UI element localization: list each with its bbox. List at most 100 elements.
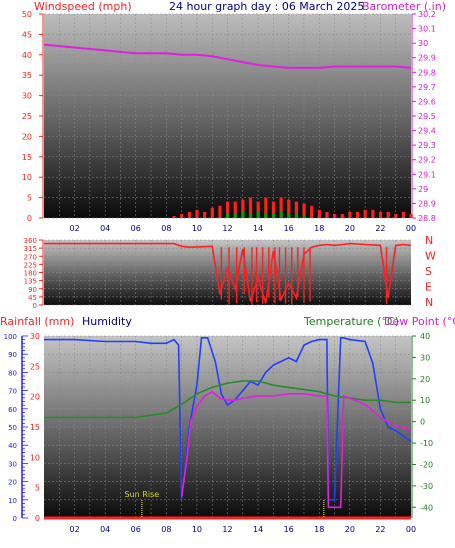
temperature-tick-label: 30 xyxy=(420,353,430,362)
gust-bar xyxy=(248,213,253,218)
wind-bar xyxy=(210,207,214,218)
humidity-tick-label: 40 xyxy=(8,442,17,450)
barometer-tick-label: 29.1 xyxy=(418,170,436,179)
wind-bar xyxy=(287,199,291,218)
wind-bar xyxy=(355,211,360,218)
wind-bar xyxy=(264,197,268,218)
gust-bar xyxy=(233,213,237,218)
wind-bar xyxy=(325,211,329,218)
compass-letter: W xyxy=(425,250,436,263)
humidity-line xyxy=(44,336,412,501)
direction-tick-label: 0 xyxy=(33,302,37,310)
sunrise-annotation: Sun Rise xyxy=(125,490,325,518)
dewpoint-line xyxy=(180,390,412,509)
humidity-tick-label: 0 xyxy=(13,515,17,523)
humidity-tick-label: 30 xyxy=(8,460,17,468)
chart-title: 24 hour graph day : 06 March 2025 xyxy=(169,0,364,13)
gust-bar xyxy=(294,213,299,218)
gust-bar xyxy=(226,213,230,218)
x-tick-label: 12 xyxy=(222,224,232,233)
wind-bar xyxy=(371,209,375,218)
barometer-tick-label: 29.7 xyxy=(418,83,436,92)
wind-bar xyxy=(302,203,306,218)
wind-bar xyxy=(226,201,230,218)
windspeed-tick-label: 40 xyxy=(22,51,32,60)
direction-tick-label: 360 xyxy=(24,237,37,245)
wind-bar xyxy=(386,211,390,218)
barometer-axis: 28.8 28.9 29 29.1 29.2 29.3 29.4 29.5 29.6 29.7 29… xyxy=(411,10,436,223)
gust-bar xyxy=(279,211,283,218)
x-tick-label: 00 xyxy=(406,525,416,534)
windspeed-axis: 0 5 10 15 20 25 30 35 40 45 50 xyxy=(22,10,44,223)
barometer-tick-label: 28.8 xyxy=(418,214,436,223)
dewpoint-axis-label: Dew Point (°C) xyxy=(384,315,455,328)
humidity-panel-x-axis: 02 04 06 08 10 12 14 16 18 20 22 00 xyxy=(69,525,416,534)
x-tick-label: 22 xyxy=(375,224,385,233)
x-tick-label: 06 xyxy=(131,224,141,233)
barometer-tick-label: 28.9 xyxy=(418,199,436,208)
x-tick-label: 12 xyxy=(222,525,232,534)
x-tick-label: 08 xyxy=(161,525,171,534)
barometer-tick-label: 29.2 xyxy=(418,156,436,165)
x-tick-label: 00 xyxy=(406,224,416,233)
rainfall-tick-label: 5 xyxy=(35,484,40,493)
temperature-axis-label: Temperature (°C) xyxy=(303,315,399,328)
temperature-tick-label: 0 xyxy=(420,418,425,427)
humidity-tick-label: 60 xyxy=(8,406,17,414)
gust-bar xyxy=(256,211,260,218)
barometer-tick-label: 29 xyxy=(418,185,428,194)
rainfall-tick-label: 25 xyxy=(30,362,40,371)
windspeed-axis-label: Windspeed (mph) xyxy=(34,0,132,13)
x-tick-label: 14 xyxy=(253,525,263,534)
direction-tick-label: 315 xyxy=(24,245,37,253)
barometer-axis-label: Barometer (.in) xyxy=(362,0,446,13)
x-tick-label: 18 xyxy=(314,224,324,233)
direction-line xyxy=(44,242,412,304)
wind-bar xyxy=(180,213,184,218)
wind-bar xyxy=(348,211,352,218)
gust-bar xyxy=(271,213,276,218)
barometer-tick-label: 30.2 xyxy=(418,10,436,19)
barometer-tick-label: 29.9 xyxy=(418,54,436,63)
x-tick-label: 02 xyxy=(69,525,79,534)
compass-letter: N xyxy=(425,234,433,247)
temperature-tick-label: 20 xyxy=(420,375,430,384)
wind-bar xyxy=(279,197,283,218)
windspeed-tick-label: 45 xyxy=(22,30,32,39)
x-tick-label: 10 xyxy=(192,525,202,534)
wind-panel-x-axis: 02 04 06 08 10 12 14 16 18 20 22 00 xyxy=(69,224,416,233)
rainfall-axis: 0 5 10 15 20 25 30 xyxy=(30,332,40,523)
gust-bar xyxy=(264,213,268,218)
windspeed-tick-label: 20 xyxy=(22,132,32,141)
barometer-line xyxy=(43,43,412,69)
direction-tick-label: 270 xyxy=(24,253,37,261)
humidity-temperature-series xyxy=(44,336,412,520)
temperature-tick-label: -40 xyxy=(420,503,433,512)
x-tick-label: 06 xyxy=(131,525,141,534)
wind-bar xyxy=(233,201,237,218)
barometer-tick-label: 29.3 xyxy=(418,141,436,150)
wind-bar xyxy=(294,201,299,218)
windspeed-tick-label: 5 xyxy=(27,194,32,203)
barometer-tick-label: 30 xyxy=(418,39,428,48)
humidity-tick-label: 90 xyxy=(8,351,17,359)
rainfall-tick-label: 15 xyxy=(30,423,40,432)
x-tick-label: 16 xyxy=(284,224,294,233)
humidity-tick-label: 50 xyxy=(8,424,17,432)
temperature-tick-label: -30 xyxy=(420,482,433,491)
x-tick-label: 16 xyxy=(284,525,294,534)
temperature-line xyxy=(44,380,411,419)
x-tick-label: 20 xyxy=(345,525,355,534)
windspeed-tick-label: 30 xyxy=(22,92,32,101)
wind-bar xyxy=(195,209,199,218)
barometer-tick-label: 29.4 xyxy=(418,127,436,136)
x-tick-label: 08 xyxy=(161,224,171,233)
temperature-tick-label: -20 xyxy=(420,460,433,469)
rainfall-tick-label: 30 xyxy=(30,332,40,341)
barometer-tick-label: 29.6 xyxy=(418,97,436,106)
windspeed-tick-label: 10 xyxy=(22,173,32,182)
wind-bar xyxy=(172,215,176,218)
